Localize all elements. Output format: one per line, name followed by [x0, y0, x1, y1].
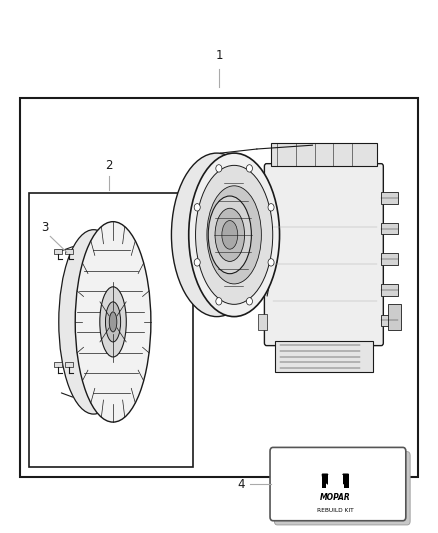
Text: 2: 2 [105, 158, 113, 172]
Text: 4: 4 [237, 478, 245, 490]
Ellipse shape [106, 302, 120, 342]
Bar [54, 362, 62, 367]
Circle shape [194, 204, 200, 211]
Ellipse shape [222, 221, 238, 249]
Circle shape [268, 204, 274, 211]
FancyArrowPatch shape [268, 204, 271, 208]
Bar [388, 304, 402, 330]
Bar [381, 284, 398, 296]
FancyBboxPatch shape [265, 164, 383, 345]
FancyArrowPatch shape [61, 247, 73, 251]
Polygon shape [322, 474, 348, 486]
Ellipse shape [215, 208, 244, 261]
Bar [20, 98, 418, 478]
Bar [54, 249, 62, 254]
Circle shape [247, 297, 252, 305]
Circle shape [247, 165, 252, 172]
Ellipse shape [171, 153, 262, 317]
Bar [381, 314, 398, 326]
FancyBboxPatch shape [274, 451, 410, 525]
Text: 1: 1 [215, 49, 223, 62]
Ellipse shape [59, 230, 128, 414]
Circle shape [216, 165, 222, 172]
Bar [344, 474, 349, 488]
Bar [65, 249, 73, 254]
Circle shape [194, 259, 200, 266]
Bar [271, 142, 377, 166]
Bar [381, 192, 398, 204]
Bar [328, 475, 343, 488]
Ellipse shape [195, 165, 273, 304]
Bar [258, 180, 268, 195]
Ellipse shape [109, 312, 117, 332]
Text: MOPAR: MOPAR [320, 492, 351, 502]
Circle shape [216, 297, 222, 305]
Text: 3: 3 [42, 221, 49, 234]
Ellipse shape [75, 222, 151, 422]
FancyArrowPatch shape [61, 393, 73, 397]
Bar [65, 362, 73, 367]
Bar [258, 314, 268, 330]
Ellipse shape [189, 153, 279, 317]
Circle shape [268, 259, 274, 266]
Ellipse shape [208, 196, 251, 273]
Ellipse shape [100, 287, 126, 357]
Bar [381, 223, 398, 235]
Ellipse shape [207, 186, 261, 284]
Text: REBUILD KIT: REBUILD KIT [317, 508, 353, 513]
FancyBboxPatch shape [270, 447, 406, 521]
Bar [322, 474, 326, 488]
FancyArrowPatch shape [267, 270, 272, 296]
Bar [29, 192, 193, 467]
Bar [275, 342, 372, 372]
Bar [381, 254, 398, 265]
